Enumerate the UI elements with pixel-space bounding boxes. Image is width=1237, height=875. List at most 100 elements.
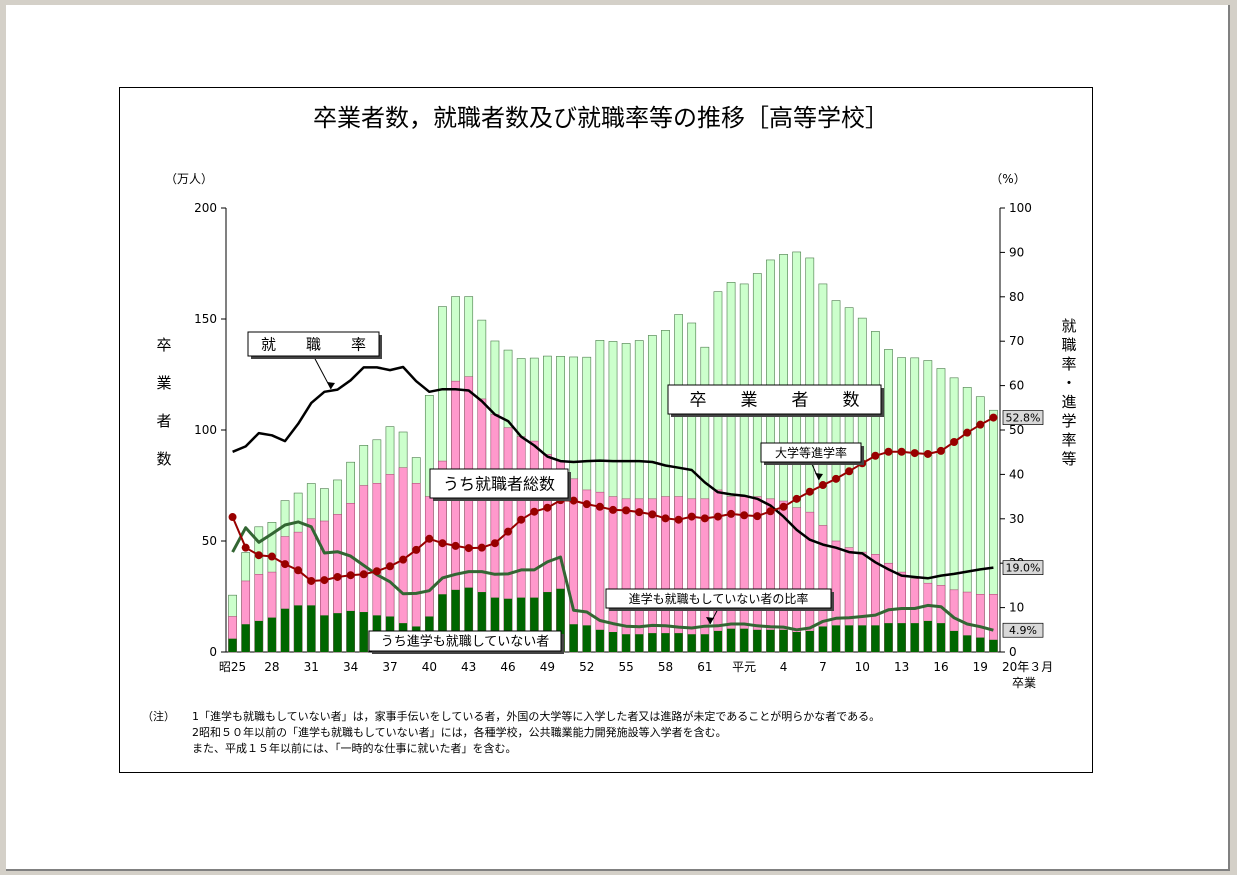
end-value-box [1002, 622, 1044, 638]
x-tick-label: 43 [461, 660, 476, 674]
x-end-label: 20年３月 [1002, 660, 1053, 674]
not-employed-bar [635, 634, 644, 652]
not-employed-bar [845, 625, 854, 652]
right-axis-label-char: 率 [1061, 431, 1076, 449]
university-rate-point [963, 428, 972, 437]
right-axis-label-char: 就 [1061, 317, 1076, 335]
employed-bar [608, 496, 618, 653]
end-value-box [1002, 410, 1044, 425]
university-rate-point [884, 447, 893, 456]
right-tick-label: 60 [1009, 379, 1024, 393]
not-employed-bar [582, 625, 591, 652]
labels-layer: 昭25 28 31 34 37 40 43 46 49 52 55 58 61 平元 4 7 10 13 16 19 2… [219, 410, 1053, 690]
university-rate-point [490, 539, 499, 548]
university-rate-point [897, 447, 906, 456]
university-rate-point [425, 534, 434, 543]
university-rate-point [871, 451, 880, 460]
right-tick-label: 70 [1009, 334, 1024, 348]
right-axis-label-char: ・ [1061, 374, 1076, 392]
left-axis-label-char: 数 [156, 450, 171, 468]
university-rate-point [950, 437, 959, 446]
university-rate-point [910, 449, 919, 458]
callout-not-employed-ratio-text: 進学も就職もしていない者の比率 [629, 591, 809, 606]
x-tick-label: 46 [500, 660, 515, 674]
not-employed-bar [530, 597, 539, 652]
notes-head: （注） [142, 710, 175, 723]
lines-layer [228, 365, 998, 632]
callout-not-employed-box [368, 630, 562, 652]
employed-bar [634, 498, 644, 653]
university-rate-point [320, 576, 329, 585]
university-rate-point [543, 503, 552, 512]
employed-bar [648, 498, 657, 653]
university-rate-point [294, 566, 303, 575]
right-axis-label-char: 職 [1061, 336, 1076, 354]
not-employed-bar [923, 620, 932, 652]
not-employed-bar [648, 633, 657, 652]
x-tick-label: 16 [933, 660, 948, 674]
not-employed-bar [569, 624, 578, 652]
not-employed-bar [320, 615, 329, 652]
end-value-box [1002, 560, 1044, 575]
university-rate-point [517, 515, 526, 524]
not-employed-bar [950, 630, 959, 652]
left-axis-unit: （万人） [165, 172, 213, 186]
not-employed-ratio-line [231, 520, 994, 632]
university-rate-point [635, 508, 644, 517]
university-rate-point [359, 570, 368, 579]
university-rate-point [923, 449, 932, 458]
chart-notes: （注） 1「進学も就職もしていない者」は，家事手伝いをしている者，外国の大学等に入… [142, 709, 880, 757]
university-rate-point [609, 505, 617, 514]
university-rate-point [372, 567, 381, 576]
not-employed-bar [241, 624, 250, 652]
not-employed-bar [910, 623, 919, 652]
university-rate-point [254, 551, 263, 560]
right-tick-label: 0 [1009, 645, 1017, 659]
callout-not-employed-ratio-arrow [706, 617, 714, 624]
not-employed-bar [805, 630, 814, 652]
university-rate-point [713, 512, 722, 521]
university-rate-point [346, 571, 355, 580]
not-employed-bar [740, 628, 749, 652]
callout-graduates-text: 卒 業 者 数 [690, 391, 860, 411]
not-employed-bar [490, 597, 499, 652]
university-rate-point [333, 572, 342, 581]
university-rate-point [451, 541, 460, 550]
callout-employment-rate-box [247, 331, 380, 357]
university-rate-point [753, 512, 762, 521]
x-tick-label: 19 [973, 660, 988, 674]
not-employed-bar [595, 629, 604, 652]
callout-not-employed-ratio-box [605, 588, 832, 609]
right-tick-label: 10 [1009, 601, 1024, 615]
right-axis-label-char: 率 [1061, 355, 1076, 373]
x-tick-label: 7 [819, 660, 827, 674]
university-rate-point [385, 562, 394, 571]
not-employed-bar [556, 588, 565, 652]
university-rate-point [845, 467, 854, 476]
not-employed-bar [936, 623, 946, 652]
not-employed-bar [858, 625, 867, 652]
not-employed-bar [464, 587, 473, 652]
chart-title: 卒業者数，就職者数及び就職率等の推移［高等学校］ [313, 104, 889, 132]
callout-employment-rate-text: 就 職 率 [261, 335, 366, 353]
university-rate-point [766, 507, 775, 516]
left-tick-label: 200 [194, 201, 217, 215]
note-2: 2昭和５０年以前の「進学も就職もしていない者」には，各種学校，公共職業能力開発施… [192, 726, 727, 739]
left-tick-label: 150 [194, 312, 217, 326]
university-rate-point [582, 500, 591, 509]
not-employed-bar [280, 608, 290, 652]
not-employed-bar [871, 625, 880, 652]
university-rate-point [281, 560, 290, 569]
university-rate-point [989, 413, 998, 422]
university-rate-point [687, 512, 696, 521]
end-value-label: 4.9% [1009, 624, 1037, 637]
x-tick-label: 昭25 [219, 660, 246, 674]
callout-employment-rate-arrow [327, 382, 335, 389]
right-axis-label-char: 等 [1061, 450, 1076, 468]
not-employed-bar [727, 628, 736, 652]
university-rate-point [241, 543, 250, 552]
university-rate-point [464, 544, 473, 553]
not-employed-bar [779, 629, 788, 652]
not-employed-bar [713, 630, 723, 652]
